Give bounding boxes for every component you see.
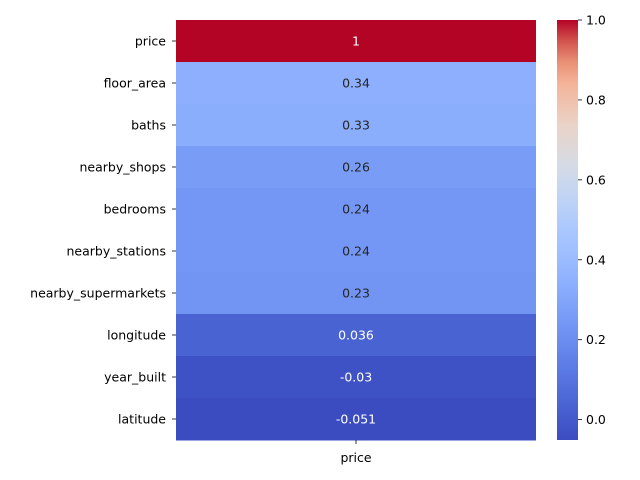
heatmap-cell xyxy=(176,314,536,357)
heatmap-cell xyxy=(176,62,536,105)
heatmap-cell xyxy=(176,398,536,441)
column-label: price xyxy=(340,450,371,465)
row-label: year_built xyxy=(104,370,166,385)
heatmap-cell xyxy=(176,188,536,231)
heatmap-cell xyxy=(176,146,536,189)
row-label: baths xyxy=(131,118,166,133)
colorbar-tick-label: 0.0 xyxy=(586,412,606,427)
cell-value-label: -0.03 xyxy=(340,370,372,385)
colorbar-tick-label: 1.0 xyxy=(586,13,606,28)
colorbar-tick-label: 0.6 xyxy=(586,172,606,187)
colorbar-gradient xyxy=(557,20,578,440)
colorbar-tick-label: 0.4 xyxy=(586,252,606,267)
cell-value-label: -0.051 xyxy=(336,412,376,427)
row-label: nearby_stations xyxy=(66,244,166,259)
column-labels: price xyxy=(340,440,372,465)
row-label: floor_area xyxy=(104,76,166,91)
row-label: nearby_supermarkets xyxy=(30,286,166,301)
cell-value-label: 0.24 xyxy=(342,244,370,259)
cell-value-label: 0.26 xyxy=(342,160,370,175)
heatmap-cells: 1 0.34 0.33 0.26 0.24 0.24 0.23 0.036 -0.03 -0.05… xyxy=(176,20,536,441)
row-label: price xyxy=(135,34,166,49)
heatmap-cell xyxy=(176,230,536,273)
row-label: nearby_shops xyxy=(79,160,166,175)
row-label: longitude xyxy=(107,328,166,343)
cell-value-label: 0.24 xyxy=(342,202,370,217)
row-label: bedrooms xyxy=(104,202,166,217)
colorbar-ticks: 0.0 0.2 0.4 0.6 0.8 1.0 xyxy=(578,13,606,427)
heatmap-cell xyxy=(176,20,536,63)
heatmap-cell xyxy=(176,356,536,399)
colorbar: 0.0 0.2 0.4 0.6 0.8 1.0 xyxy=(557,13,606,440)
row-label: latitude xyxy=(118,412,166,427)
colorbar-tick-label: 0.8 xyxy=(586,92,606,107)
cell-value-label: 0.036 xyxy=(338,328,374,343)
cell-value-label: 0.23 xyxy=(342,286,370,301)
heatmap-cell xyxy=(176,272,536,315)
cell-value-label: 0.33 xyxy=(342,118,370,133)
colorbar-tick-label: 0.2 xyxy=(586,332,606,347)
cell-value-label: 1 xyxy=(352,34,360,49)
heatmap-cell xyxy=(176,104,536,147)
cell-value-label: 0.34 xyxy=(342,76,370,91)
